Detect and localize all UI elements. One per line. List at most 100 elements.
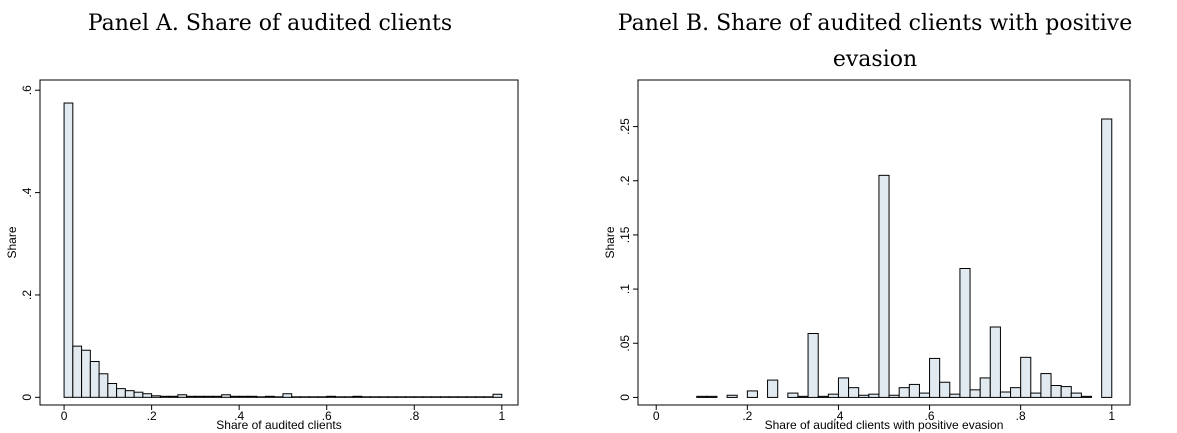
bar [396,396,407,398]
bar [221,394,231,398]
bar [326,395,336,398]
bar [194,395,205,398]
bar [186,395,196,398]
y-axis-label: Share [603,226,617,258]
bar [299,396,310,398]
bar [361,396,371,398]
bar [168,395,179,398]
bar [466,396,477,398]
bar [959,268,971,398]
bar [308,396,319,398]
bar [124,390,135,398]
bar [142,393,153,398]
bar [89,360,100,398]
bar [273,396,284,398]
bar [81,349,91,398]
bar [949,393,961,398]
bar [483,396,494,398]
bar [1040,373,1052,398]
panel-title: Panel A. Share of audited clients [87,11,453,36]
bar [405,396,415,398]
x-tick-label: .6 [925,409,935,423]
bar [387,396,398,398]
bar [98,373,109,398]
plot-frame [39,79,519,406]
bar [858,394,870,398]
bar [448,396,459,398]
bar [878,174,890,398]
bar [1070,392,1082,398]
bar [247,395,258,398]
bar [898,387,910,398]
bar [229,395,240,398]
bar [989,326,1001,398]
bar [888,394,900,398]
bar [1030,392,1042,398]
bar [1020,356,1032,398]
bar [918,392,931,398]
bar [1010,387,1022,398]
y-tick-label: 0 [618,394,632,401]
x-axis-label: Share of audited clients [216,418,341,432]
y-tick-label: 0 [20,394,34,401]
y-tick-label: .1 [618,284,632,294]
y-tick-label: .05 [618,335,632,352]
bar [116,388,126,398]
bar [159,395,170,398]
x-axis-label: Share of audited clients with positive e… [765,418,1004,432]
bar [291,396,301,398]
bar [413,396,424,398]
bar [787,392,799,398]
plot-frame [637,79,1131,406]
bar [868,393,880,398]
y-tick-label: .2 [20,290,34,300]
bar [726,394,738,398]
bar [817,395,829,398]
bar [929,357,941,398]
bar [378,396,389,398]
bar [492,393,503,398]
bar [1101,118,1113,398]
bar [1080,395,1093,398]
bar [203,395,214,398]
x-tick-label: .4 [833,409,843,423]
x-tick-label: .2 [147,409,157,423]
bar [1050,385,1062,398]
bar [343,396,354,398]
y-tick-label: .15 [618,226,632,243]
bar [431,396,442,398]
x-tick-label: .8 [409,409,419,423]
bar [317,396,328,398]
bar [475,396,485,398]
bar [256,396,266,398]
bar [107,383,118,398]
bar [133,391,144,398]
y-tick-label: .6 [20,85,34,95]
y-axis-label: Share [5,226,19,258]
bar [212,395,223,398]
bar [422,396,433,398]
bar [72,345,83,398]
bar [369,396,380,398]
bar [457,396,468,398]
bar [999,391,1012,398]
bar [352,395,363,398]
x-tick-label: .2 [742,409,752,423]
y-tick-label: .4 [20,187,34,197]
bar [908,383,920,398]
bar [767,379,779,398]
x-tick-label: 0 [653,409,660,423]
bar [264,395,275,398]
bar [837,377,850,398]
bar [979,377,991,398]
bar [827,393,839,398]
bar [797,395,809,398]
bar [238,395,249,398]
bar [939,381,951,398]
bar [848,387,860,398]
x-tick-label: 0 [61,409,68,423]
x-tick-label: 1 [1108,409,1115,423]
x-tick-label: 1 [498,409,505,423]
